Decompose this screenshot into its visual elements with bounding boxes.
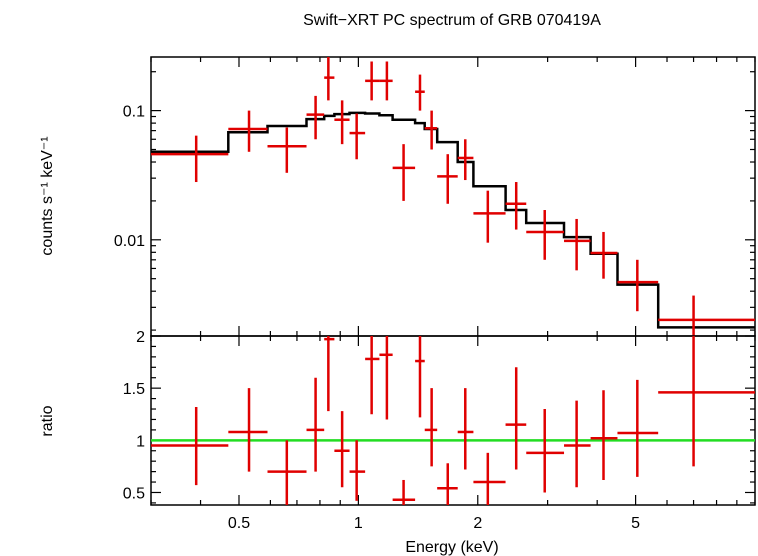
upper-data-point <box>151 135 229 183</box>
lower-data-point <box>415 336 425 418</box>
upper-data-point <box>526 210 565 260</box>
lower-data-point <box>379 336 393 420</box>
lower-data-point <box>267 440 307 505</box>
lower-ytick-label: 1 <box>136 433 145 450</box>
model-step-curve <box>151 111 755 329</box>
lower-data-point <box>564 400 591 488</box>
upper-panel: 0.1 0.01 <box>114 56 756 337</box>
upper-data-point <box>365 61 380 101</box>
lower-data-point <box>590 390 618 480</box>
upper-ylabel: counts s⁻¹ keV⁻¹ <box>39 136 56 255</box>
lower-data-point <box>424 388 438 467</box>
lower-data-point <box>457 388 474 470</box>
xtick-label: 1 <box>354 515 363 532</box>
chart-title: Swift−XRT PC spectrum of GRB 070419A <box>303 12 601 29</box>
lower-data-point <box>324 336 335 412</box>
lower-data-point <box>617 379 659 477</box>
upper-data-point <box>617 259 659 312</box>
xtick-label: 5 <box>631 515 640 532</box>
upper-data-point <box>306 95 325 140</box>
upper-data-point <box>324 57 335 101</box>
xtick-label: 0.5 <box>228 515 250 532</box>
upper-ytick-label: 0.1 <box>123 104 145 121</box>
lower-ytick-label: 2 <box>136 329 145 346</box>
lower-data-point <box>392 479 416 505</box>
upper-data-point <box>457 139 474 181</box>
upper-data-point <box>415 74 425 111</box>
upper-data-point <box>505 182 527 230</box>
lower-data-point <box>306 377 325 472</box>
upper-data-point <box>349 113 366 160</box>
lower-frame <box>150 335 756 506</box>
upper-data-point <box>267 127 307 173</box>
lower-data-point <box>365 336 380 415</box>
lower-data-point <box>151 406 229 486</box>
lower-data-point <box>526 409 565 493</box>
upper-data-point <box>658 295 755 336</box>
xlabel: Energy (keV) <box>405 539 498 556</box>
lower-data-point <box>228 388 268 472</box>
upper-data-point <box>334 100 350 145</box>
upper-data-point <box>437 154 458 204</box>
upper-data-point <box>379 61 393 101</box>
upper-data-point <box>590 231 618 279</box>
upper-data-point <box>392 144 416 201</box>
lower-ytick-label: 0.5 <box>123 485 145 502</box>
lower-ytick-label: 1.5 <box>123 381 145 398</box>
upper-data-point <box>564 218 591 271</box>
upper-frame <box>150 56 756 337</box>
upper-data-point <box>228 110 268 152</box>
lower-panel: 0.5 1 1.5 2 0.5 1 2 5 <box>123 329 756 532</box>
lower-data-point <box>505 367 527 470</box>
upper-data-point <box>424 110 438 150</box>
lower-data-point <box>437 463 458 505</box>
lower-data-point <box>473 452 506 505</box>
lower-ylabel: ratio <box>39 405 56 436</box>
lower-data-point <box>334 411 350 488</box>
xtick-label: 2 <box>473 515 482 532</box>
upper-ytick-label: 0.01 <box>114 233 145 250</box>
lower-data-point <box>349 440 366 501</box>
upper-data-point <box>473 190 506 243</box>
lower-data-point <box>658 336 755 467</box>
